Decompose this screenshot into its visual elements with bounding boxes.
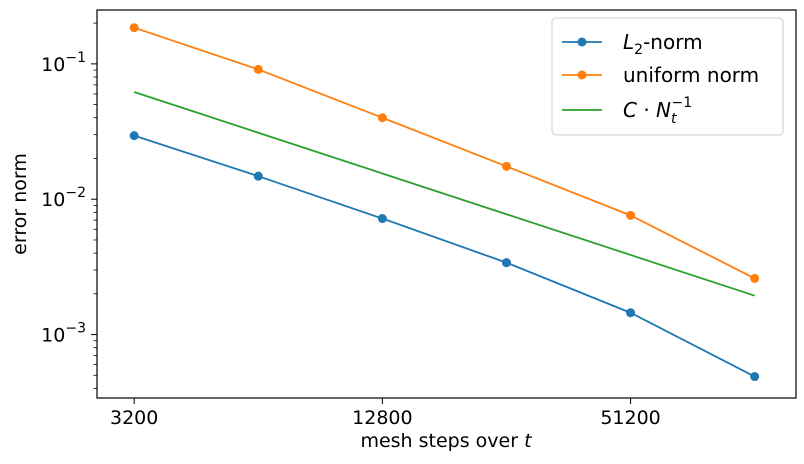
data-point bbox=[501, 258, 511, 268]
legend-marker bbox=[577, 70, 587, 80]
legend: L2-norm uniform norm C · Nt−1 bbox=[551, 17, 784, 136]
legend-label: C · Nt−1 bbox=[623, 95, 692, 127]
plot-frame bbox=[96, 9, 797, 399]
legend-label: L2-norm bbox=[623, 30, 703, 58]
series-line bbox=[133, 134, 756, 378]
data-point bbox=[129, 131, 139, 141]
y-axis: 10−1 10−2 10−3 bbox=[41, 50, 97, 347]
legend-box bbox=[551, 17, 784, 136]
data-point bbox=[253, 64, 263, 74]
y-tick-label: 10−1 bbox=[41, 50, 86, 76]
x-axis-title-variable: t bbox=[524, 430, 533, 452]
data-point bbox=[626, 210, 636, 220]
series-layer bbox=[129, 23, 760, 382]
series-line bbox=[133, 26, 756, 280]
y-axis-title: error norm bbox=[9, 153, 31, 255]
x-axis: 3200 12800 51200 bbox=[110, 398, 661, 429]
data-point bbox=[129, 23, 139, 33]
x-tick-label: 3200 bbox=[110, 407, 158, 429]
legend-label: uniform norm bbox=[623, 63, 759, 87]
data-point bbox=[377, 113, 387, 123]
y-tick-label: 10−2 bbox=[41, 185, 86, 211]
x-axis-title-text: mesh steps over bbox=[360, 430, 524, 452]
data-point bbox=[377, 214, 387, 224]
data-point bbox=[253, 171, 263, 181]
x-tick-label: 51200 bbox=[600, 407, 660, 429]
legend-marker bbox=[577, 37, 587, 47]
data-point bbox=[626, 308, 636, 318]
y-tick-label: 10−3 bbox=[41, 321, 86, 347]
data-point bbox=[501, 161, 511, 171]
series-line bbox=[133, 91, 755, 297]
x-tick-label: 12800 bbox=[352, 407, 412, 429]
data-point bbox=[750, 372, 760, 382]
data-point bbox=[750, 273, 760, 283]
x-axis-title: mesh steps over t bbox=[360, 430, 533, 452]
